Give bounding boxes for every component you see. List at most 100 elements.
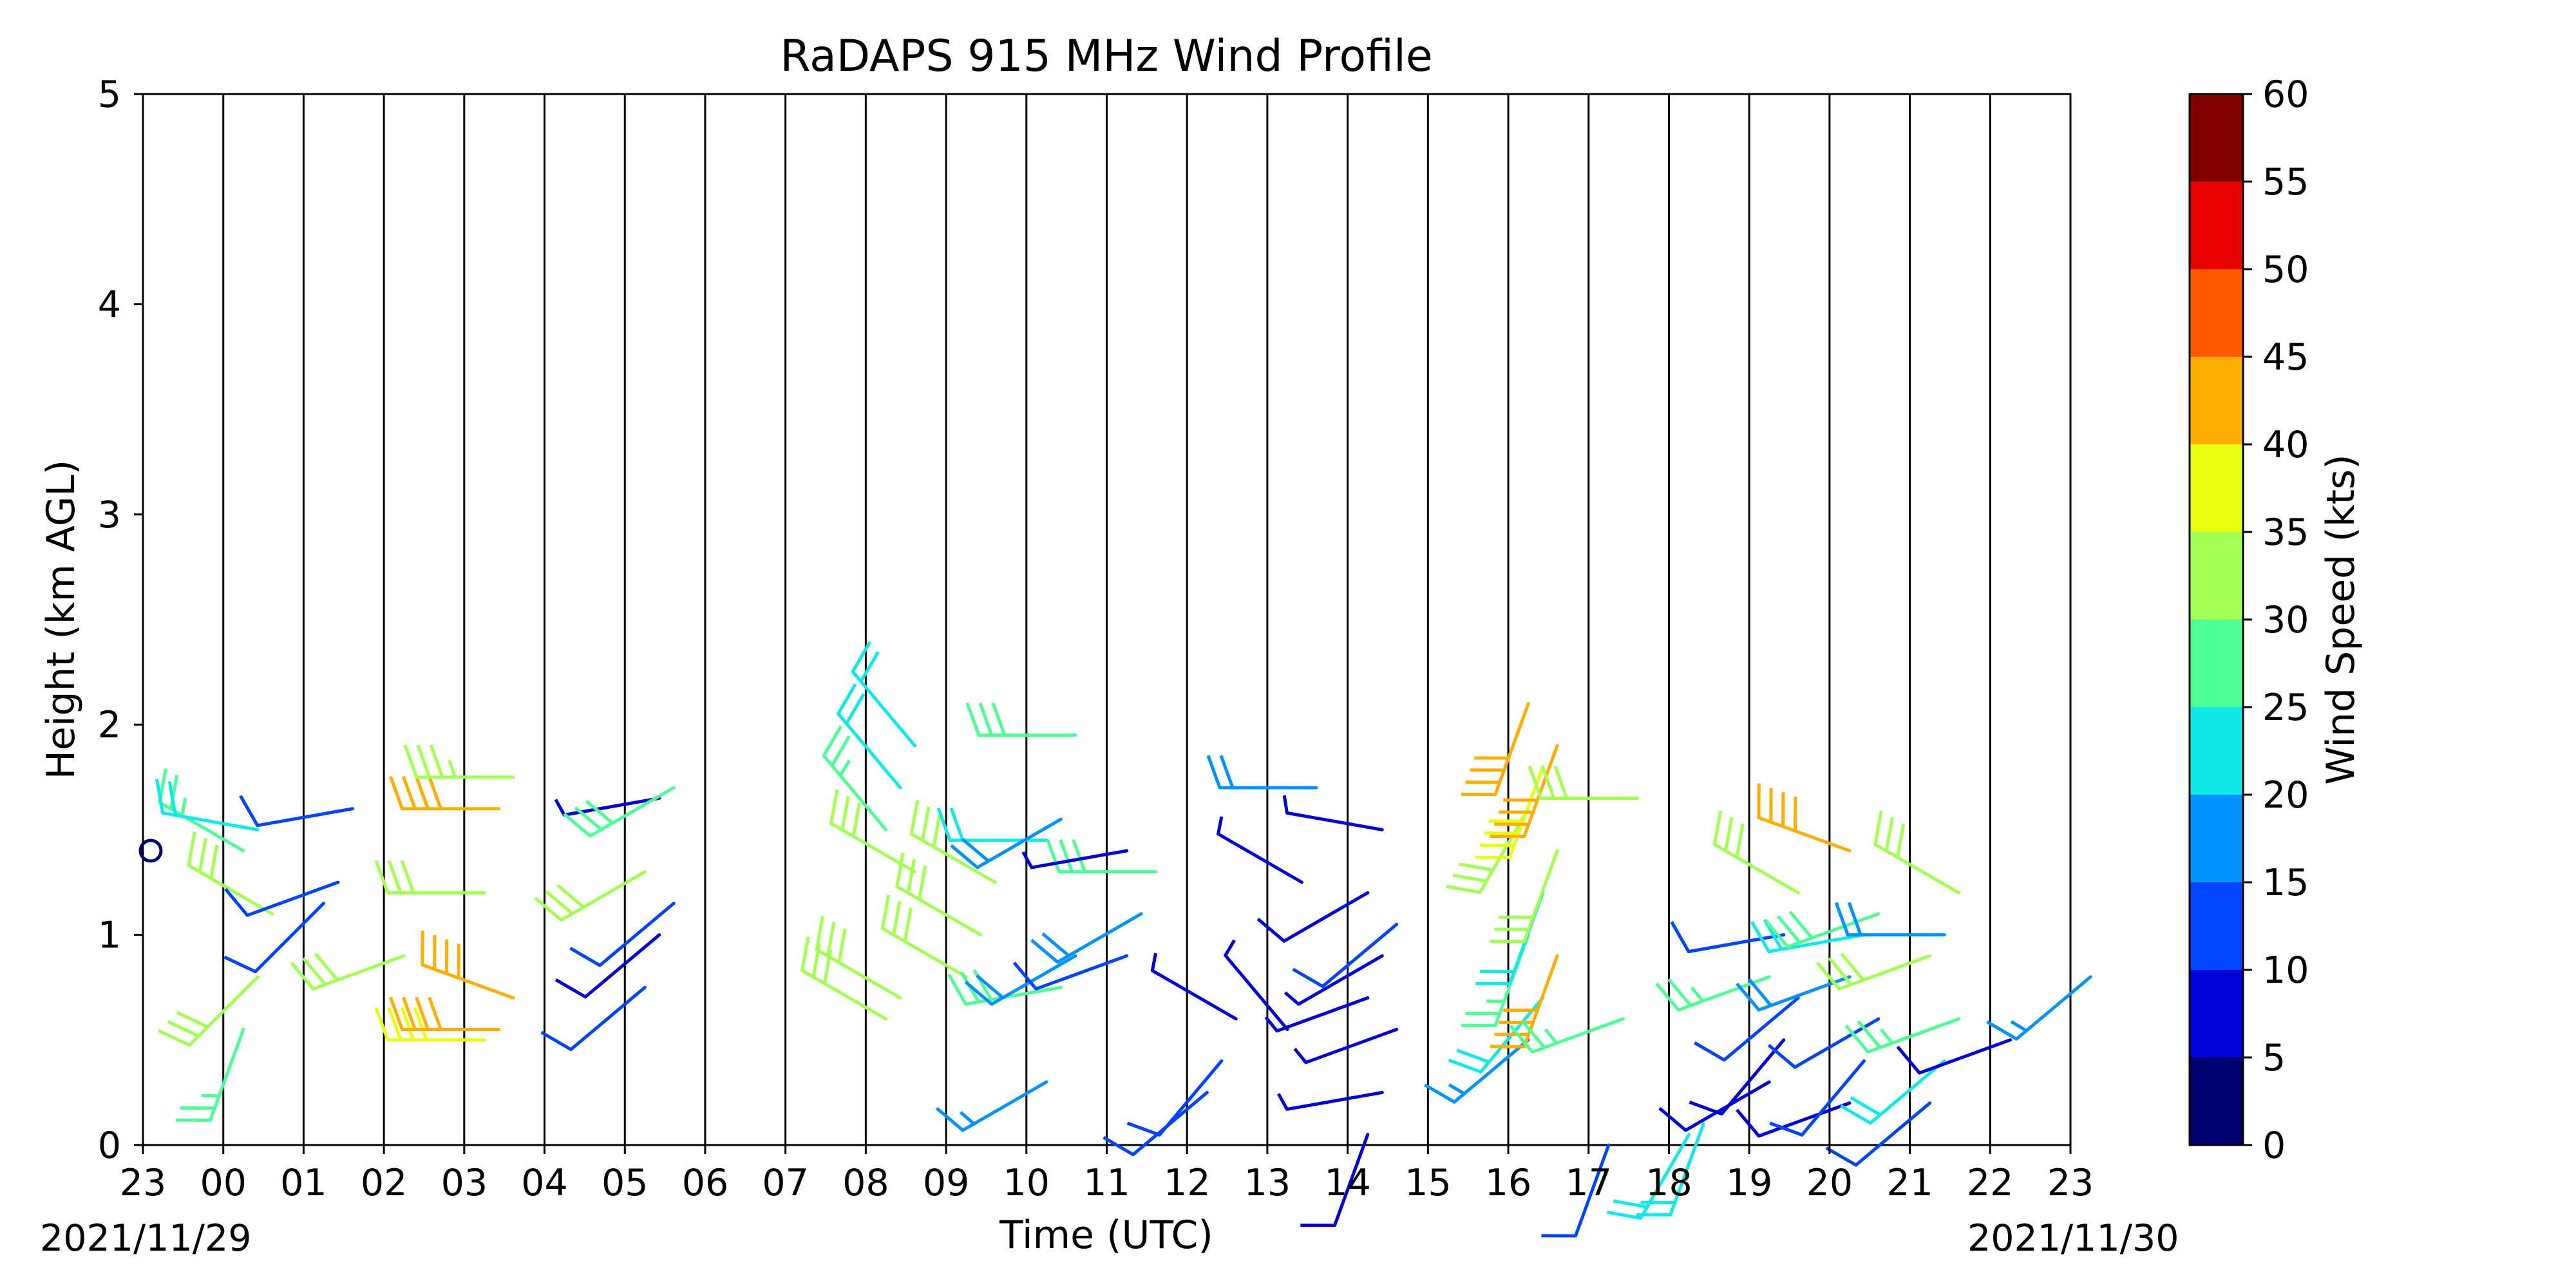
- barb-flag: [1012, 961, 1037, 990]
- colorbar-tick-label: 50: [2262, 249, 2309, 291]
- barb-flag: [428, 996, 442, 1030]
- barb-flag: [1767, 1043, 1796, 1069]
- colorbar-bin: [2190, 1057, 2243, 1145]
- wind-barb: [1769, 1059, 1866, 1137]
- colorbar-tick-label: 60: [2262, 73, 2309, 116]
- barb-flag: [290, 961, 315, 990]
- wind-barb: [1424, 1038, 1530, 1104]
- barb-flag: [574, 806, 603, 831]
- wind-barb: [403, 744, 515, 779]
- y-tick-label: 5: [98, 73, 121, 116]
- calm-circle-marker: [138, 838, 163, 863]
- barb-flag: [1825, 1146, 1857, 1167]
- x-tick-label: 14: [1324, 1162, 1371, 1204]
- barb-staff: [976, 817, 1063, 869]
- x-tick-label: 05: [601, 1162, 649, 1204]
- barb-flag: [1256, 918, 1285, 943]
- barb-staff: [1157, 1059, 1224, 1137]
- barb-half-flag: [959, 1111, 976, 1125]
- barb-half-flag: [1150, 952, 1158, 971]
- barb-flag: [1103, 1135, 1134, 1156]
- barb-staff: [187, 864, 274, 916]
- wind-barb: [374, 1007, 486, 1042]
- barb-flag: [1788, 911, 1814, 940]
- barb-staff: [1854, 1101, 1932, 1167]
- x-axis-label: Time (UTC): [999, 1213, 1213, 1258]
- wind-barb: [554, 933, 661, 999]
- barb-flag: [534, 896, 563, 922]
- barb-staff: [822, 753, 888, 831]
- barb-staff: [1332, 1133, 1370, 1227]
- x-tick-label: 07: [762, 1162, 809, 1204]
- wind-barb: [224, 880, 340, 917]
- barb-flag: [1452, 873, 1487, 883]
- colorbar-tick-label: 20: [2262, 774, 2309, 817]
- wind-barb: [1896, 1038, 2012, 1075]
- wind-barb: [965, 702, 1077, 737]
- barb-staff: [1452, 1038, 1530, 1104]
- barb-flag: [909, 800, 920, 835]
- colorbar-tick-label: 5: [2262, 1037, 2286, 1079]
- barb-flag: [415, 996, 430, 1030]
- x-tick-label: 03: [441, 1162, 488, 1204]
- barb-flag: [1828, 957, 1853, 986]
- barb-flag: [302, 957, 327, 986]
- wind-barb: [389, 996, 500, 1031]
- y-tick-label: 1: [98, 914, 121, 957]
- wind-barb: [223, 902, 326, 974]
- barb-flag: [389, 996, 404, 1030]
- wind-barb: [155, 779, 260, 831]
- barb-flag: [540, 1030, 572, 1051]
- wind-barb: [1840, 1059, 1946, 1125]
- barb-half-flag: [1544, 1028, 1558, 1045]
- x-tick-label: 11: [1083, 1162, 1130, 1204]
- wind-barb: [1655, 975, 1771, 1012]
- barb-staff: [1687, 933, 1786, 954]
- wind-barb: [1528, 765, 1640, 800]
- barb-flag: [845, 693, 866, 724]
- barb-flag: [374, 860, 390, 894]
- barb-staff: [1837, 954, 1932, 991]
- wind-barb: [880, 895, 968, 979]
- wind-barb: [1276, 1090, 1384, 1111]
- wind-barb: [1021, 849, 1129, 869]
- barb-staff: [569, 985, 647, 1052]
- x-tick-label: 18: [1645, 1162, 1692, 1204]
- barb-flag: [851, 802, 862, 837]
- barb-flag: [851, 641, 871, 673]
- barb-flag: [1747, 978, 1772, 1007]
- barb-flag: [965, 702, 981, 736]
- barb-staff: [964, 985, 1063, 1006]
- barb-flag: [1528, 765, 1543, 799]
- barb-staff: [583, 933, 661, 999]
- barb-flag: [1712, 810, 1723, 845]
- barb-flag: [415, 775, 430, 810]
- barb-half-flag: [554, 799, 566, 816]
- colorbar-bin: [2190, 707, 2243, 795]
- wind-barb: [176, 1027, 245, 1122]
- barb-flag: [1834, 902, 1850, 936]
- x-tick-label: 10: [1003, 1162, 1050, 1204]
- barb-flag: [1850, 1096, 1881, 1117]
- y-tick-label: 4: [98, 283, 121, 326]
- barb-flag: [1986, 1020, 2018, 1041]
- barb-flag: [1658, 1106, 1687, 1132]
- colorbar-bin: [2190, 970, 2243, 1057]
- barb-staff: [1767, 933, 1866, 954]
- wind-barb: [389, 775, 500, 811]
- barb-flag: [1059, 838, 1074, 873]
- colorbar-tick-label: 10: [2262, 949, 2309, 992]
- x-tick-label: 13: [1244, 1162, 1291, 1204]
- wind-barb: [239, 795, 354, 828]
- barb-flag: [1206, 755, 1222, 788]
- barb-flag: [972, 969, 993, 1001]
- wind-barb: [1834, 902, 1946, 937]
- barb-half-flag: [1293, 1047, 1307, 1064]
- x-tick-label: 17: [1565, 1162, 1612, 1204]
- barb-flag: [964, 981, 993, 1006]
- barb-flag: [209, 844, 219, 879]
- barb-flag: [978, 702, 994, 736]
- wind-barb: [1986, 975, 2092, 1041]
- barb-half-flag: [1021, 851, 1034, 869]
- barb-flag: [815, 915, 824, 950]
